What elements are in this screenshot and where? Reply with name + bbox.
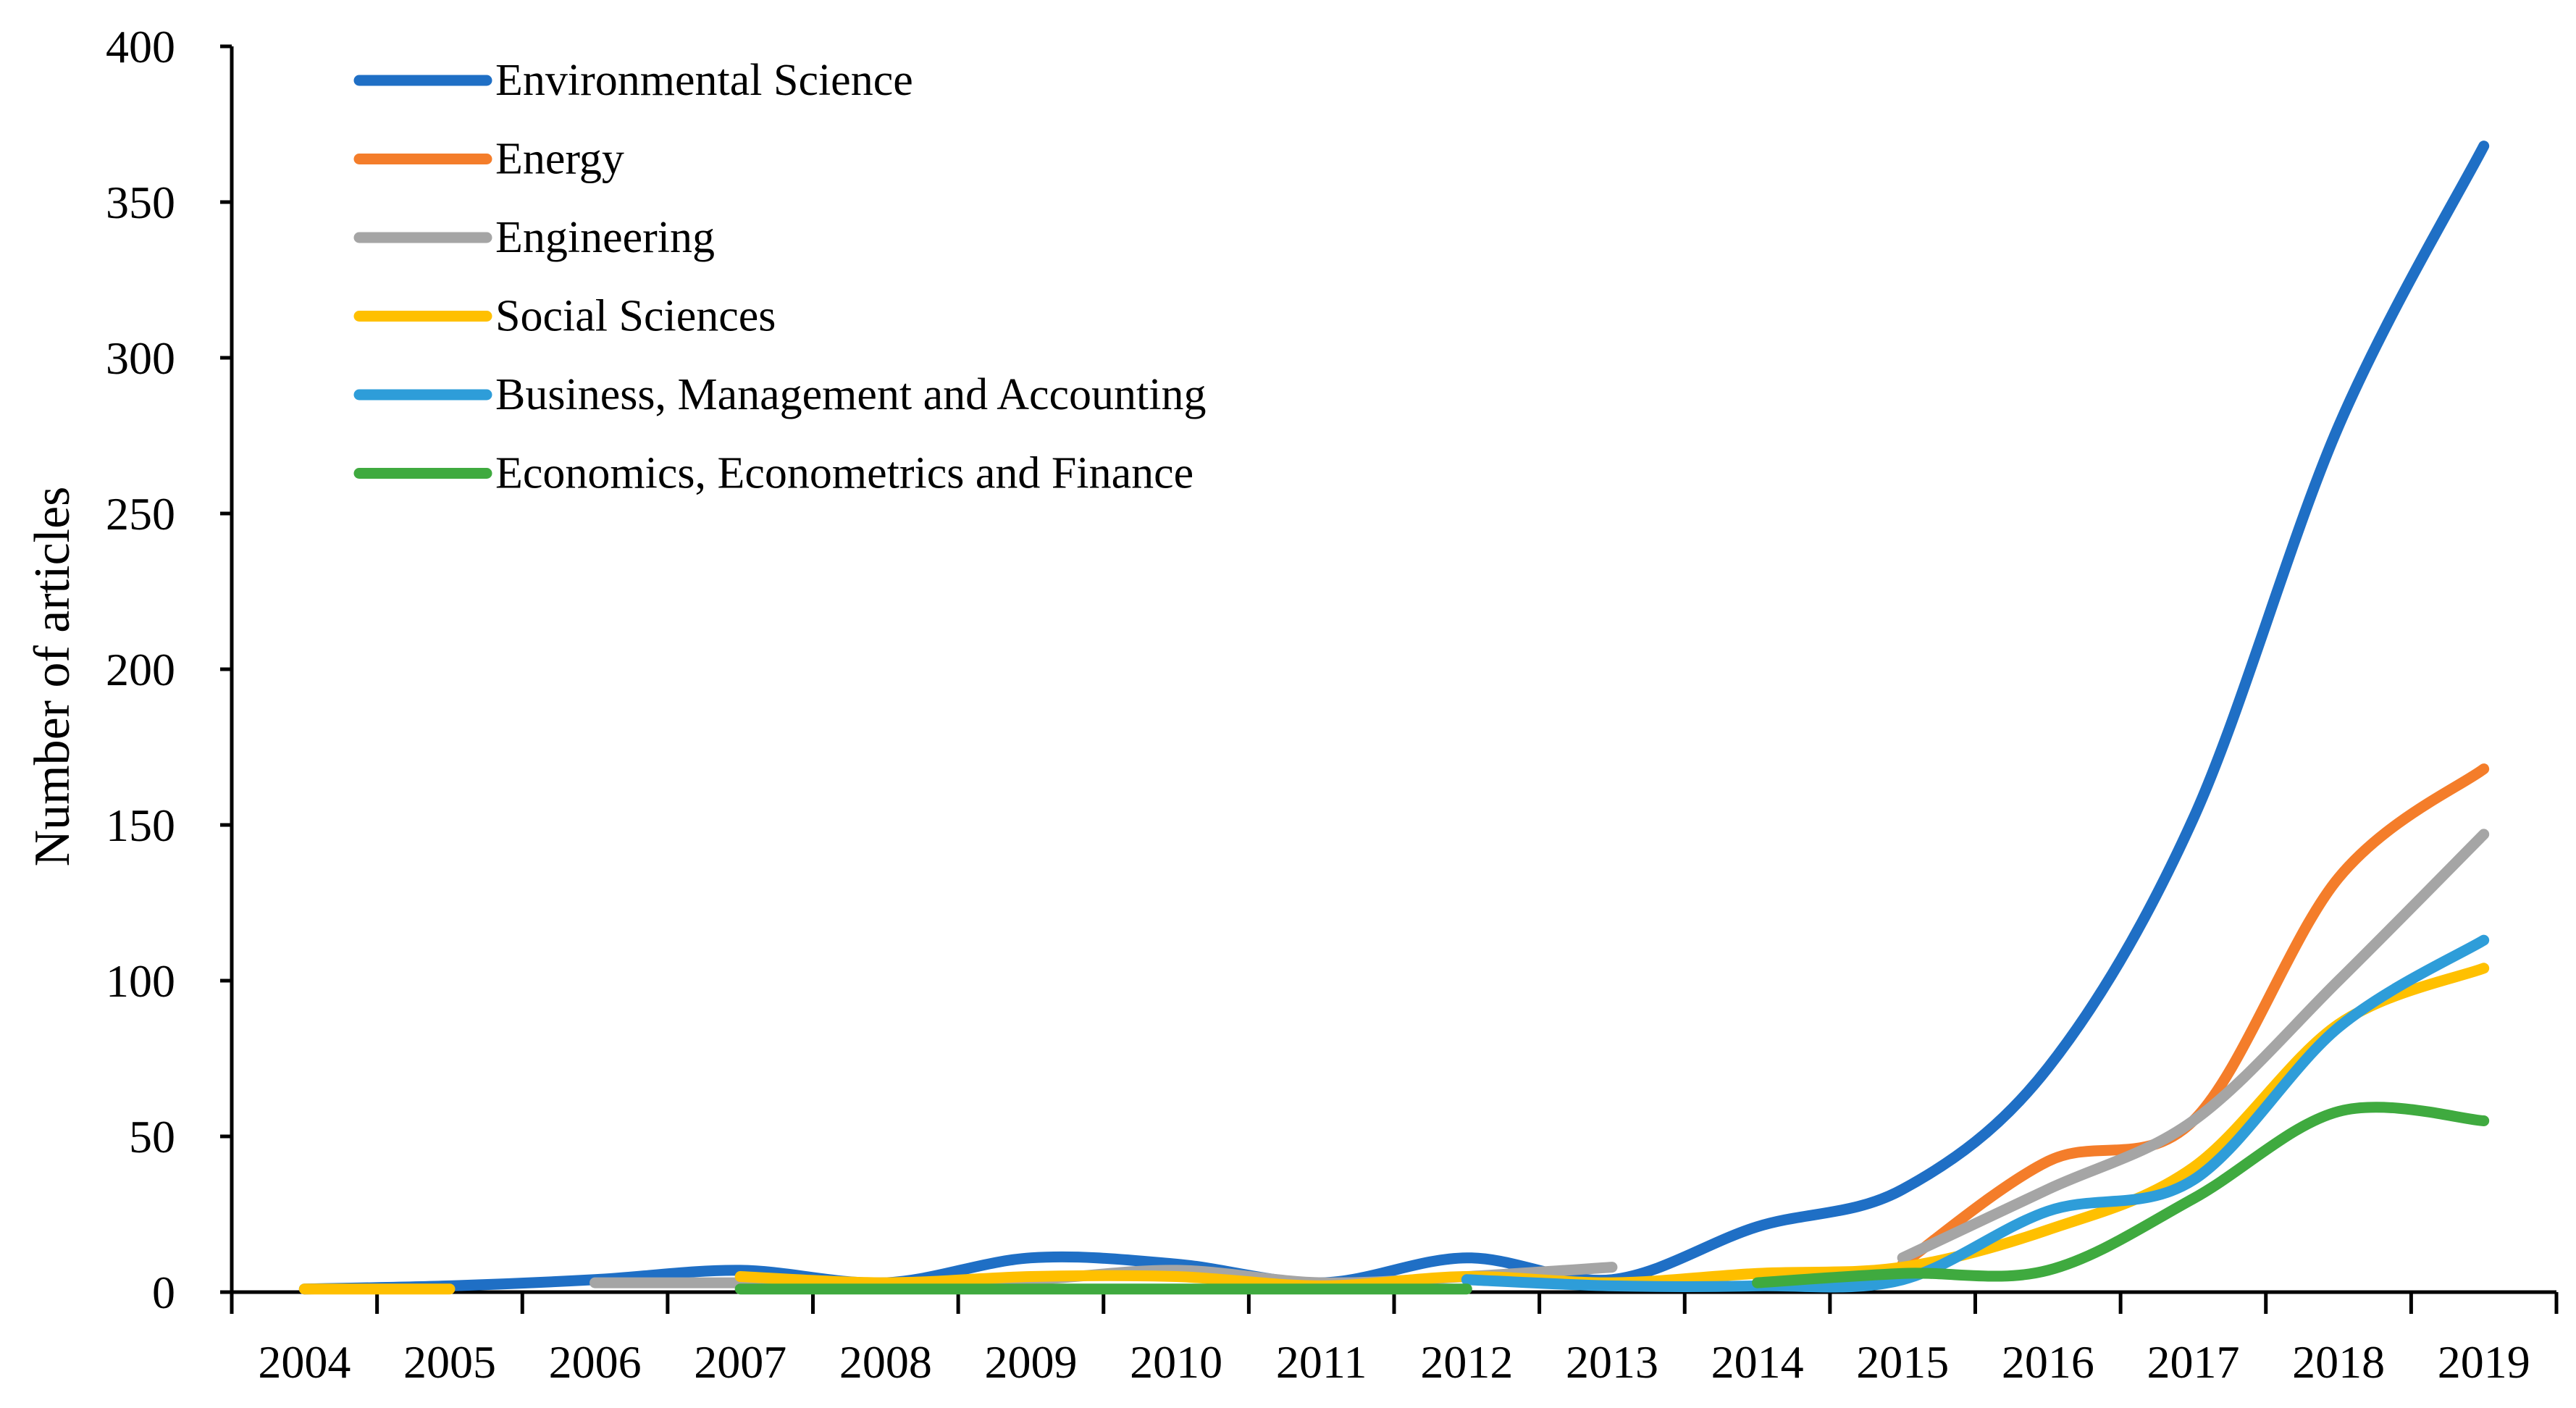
- y-tick-label: 400: [106, 21, 175, 72]
- legend-item-energy: Energy: [353, 135, 624, 184]
- x-tick-label: 2015: [1856, 1336, 1949, 1388]
- legend-item-social-sciences: Social Sciences: [353, 292, 776, 341]
- series-economics-econometrics-and-finance: [734, 1102, 2490, 1295]
- legend-label: Economics, Econometrics and Finance: [495, 449, 1193, 498]
- series-lines: [298, 141, 2490, 1295]
- y-tick-label: 350: [106, 177, 175, 228]
- y-tick-label: 200: [106, 644, 175, 695]
- x-tick-label: 2005: [403, 1336, 496, 1388]
- x-tick-label: 2010: [1130, 1336, 1222, 1388]
- series-business-management-and-accounting: [1461, 934, 2490, 1293]
- legend-item-business-management-and-accounting: Business, Management and Accounting: [353, 370, 1207, 419]
- legend-item-engineering: Engineering: [353, 213, 715, 262]
- x-tick-label: 2006: [549, 1336, 642, 1388]
- x-tick-label: 2004: [258, 1336, 351, 1388]
- x-tick-label: 2019: [2438, 1336, 2530, 1388]
- x-tick-label: 2013: [1566, 1336, 1658, 1388]
- axes: 0 50 100 150 200 250 300 350 400 2004 2005 2006 2007…: [25, 21, 2559, 1388]
- x-tick-label: 2014: [1711, 1336, 1804, 1388]
- x-tick-label: 2009: [984, 1336, 1077, 1388]
- series-line-environmental-science: [298, 141, 2490, 1295]
- x-tick-label: 2011: [1276, 1336, 1367, 1388]
- y-axis-title: Number of articles: [25, 487, 80, 867]
- y-tick-label: 300: [106, 332, 175, 384]
- x-tick-label: 2017: [2147, 1336, 2239, 1388]
- series-social-sciences: [298, 963, 2490, 1295]
- legend-label: Business, Management and Accounting: [495, 370, 1207, 419]
- legend: Environmental Science Energy Engineering So…: [353, 56, 1207, 498]
- y-tick-label: 100: [106, 955, 175, 1007]
- legend-label: Social Sciences: [495, 292, 776, 341]
- legend-label: Engineering: [495, 213, 715, 262]
- series-environmental-science: [298, 141, 2490, 1295]
- legend-label: Environmental Science: [495, 56, 913, 105]
- series-line-business-management-and-accounting: [1461, 934, 2490, 1293]
- series-line-energy: [1897, 763, 2490, 1270]
- y-tick-label: 150: [106, 800, 175, 851]
- legend-label: Energy: [495, 135, 624, 184]
- x-tick-label: 2016: [2002, 1336, 2094, 1388]
- x-tick-label: 2007: [694, 1336, 786, 1388]
- y-tick-label: 250: [106, 488, 175, 540]
- x-tick-label: 2012: [1420, 1336, 1513, 1388]
- x-tick-label: 2018: [2292, 1336, 2385, 1388]
- series-line-engineering: [1897, 829, 2490, 1264]
- series-energy: [1897, 763, 2490, 1270]
- legend-item-economics-econometrics-and-finance: Economics, Econometrics and Finance: [353, 449, 1193, 498]
- x-tick-label: 2008: [839, 1336, 932, 1388]
- legend-item-environmental-science: Environmental Science: [353, 56, 913, 105]
- y-tick-label: 0: [152, 1267, 175, 1318]
- series-line-economics-econometrics-and-finance: [1752, 1102, 2490, 1288]
- series-line-social-sciences: [734, 963, 2490, 1291]
- series-engineering: [590, 829, 2490, 1288]
- y-tick-label: 50: [129, 1111, 175, 1162]
